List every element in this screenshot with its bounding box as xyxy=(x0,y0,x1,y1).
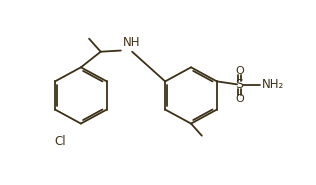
Text: O: O xyxy=(235,66,244,76)
Text: NH₂: NH₂ xyxy=(262,78,284,91)
Text: NH: NH xyxy=(123,36,141,49)
Text: O: O xyxy=(235,94,244,104)
Text: S: S xyxy=(235,78,244,91)
Text: Cl: Cl xyxy=(55,135,66,148)
